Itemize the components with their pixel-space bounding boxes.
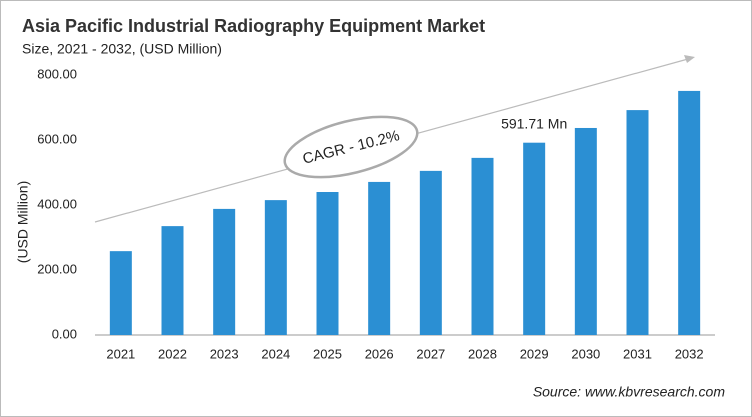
x-tick-label: 2032 <box>675 346 704 361</box>
chart-title: Asia Pacific Industrial Radiography Equi… <box>22 16 485 36</box>
y-tick-label: 800.00 <box>37 66 77 81</box>
x-tick-label: 2030 <box>571 346 600 361</box>
x-tick-label: 2023 <box>210 346 239 361</box>
x-tick-label: 2029 <box>520 346 549 361</box>
x-tick-label: 2031 <box>623 346 652 361</box>
bar <box>626 110 649 335</box>
bar <box>523 142 546 335</box>
bar <box>678 90 701 335</box>
bar <box>419 170 442 335</box>
x-tick-label: 2024 <box>261 346 290 361</box>
bar <box>574 127 597 335</box>
y-tick-label: 200.00 <box>37 261 77 276</box>
cagr-ellipse <box>283 115 419 179</box>
bar <box>316 192 339 335</box>
bar <box>368 181 391 335</box>
bar <box>161 226 184 335</box>
y-axis-label: (USD Million) <box>15 181 31 263</box>
bar <box>471 157 494 335</box>
x-tick-label: 2022 <box>158 346 187 361</box>
x-tick-label: 2025 <box>313 346 342 361</box>
bar <box>213 208 236 335</box>
value-label: 591.71 Mn <box>501 115 567 131</box>
y-tick-label: 600.00 <box>37 131 77 146</box>
bar <box>109 251 132 335</box>
x-tick-label: 2021 <box>106 346 135 361</box>
bar <box>264 200 287 335</box>
x-tick-label: 2028 <box>468 346 497 361</box>
arrow-head <box>684 55 695 63</box>
chart-subtitle: Size, 2021 - 2032, (USD Million) <box>22 41 222 57</box>
y-tick-label: 0.00 <box>52 326 77 341</box>
source: Source: www.kbvresearch.com <box>533 384 726 400</box>
x-tick-label: 2027 <box>416 346 445 361</box>
x-tick-label: 2026 <box>365 346 394 361</box>
y-tick-label: 400.00 <box>37 196 77 211</box>
